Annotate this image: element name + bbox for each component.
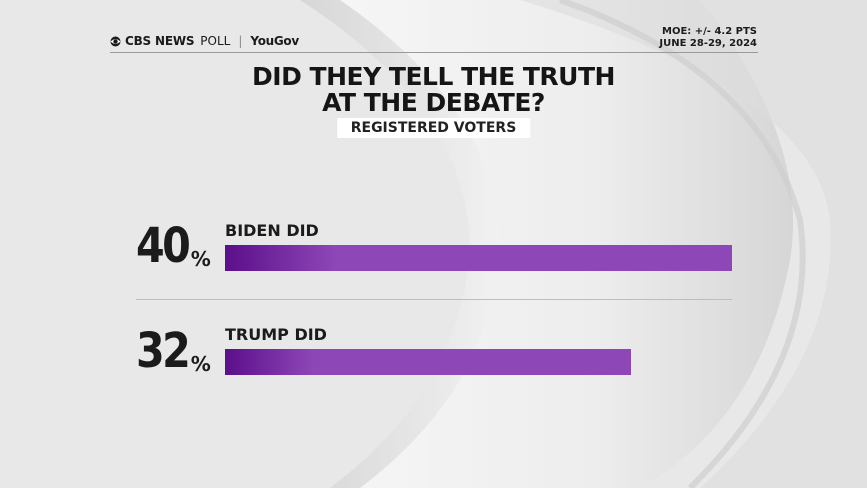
poll-meta: MOE: +/- 4.2 PTS JUNE 28-29, 2024 (659, 26, 757, 50)
value-percent-biden: % (190, 247, 211, 271)
chart-title-line-1: DID THEY TELL THE TRUTH (252, 62, 615, 91)
value-percent-trump: % (190, 352, 211, 376)
brand-name: CBS NEWS (125, 34, 195, 48)
partner-name: YouGov (250, 34, 299, 48)
bar-trump (225, 349, 631, 375)
header-divider (110, 52, 758, 53)
poll-dates: JUNE 28-29, 2024 (659, 38, 757, 49)
value-number-trump: 32 (136, 323, 191, 379)
row-divider (136, 299, 732, 300)
value-label-biden: 40 % (136, 222, 211, 270)
chart-title: DID THEY TELL THE TRUTH AT THE DEBATE? (0, 64, 867, 116)
bar-biden (225, 245, 732, 271)
value-label-trump: 32 % (136, 327, 211, 375)
poll-branding: CBS NEWS POLL | YouGov (110, 34, 299, 48)
value-number-biden: 40 (136, 218, 191, 274)
margin-of-error: MOE: +/- 4.2 PTS (662, 26, 757, 37)
poll-label: POLL (200, 34, 231, 48)
chart-subtitle: REGISTERED VOTERS (336, 118, 531, 138)
brand-separator: | (238, 34, 243, 48)
category-label-trump: TRUMP DID (225, 325, 327, 344)
category-label-biden: BIDEN DID (225, 221, 319, 240)
chart-title-line-2: AT THE DEBATE? (322, 88, 545, 117)
cbs-eye-icon (110, 36, 121, 46)
